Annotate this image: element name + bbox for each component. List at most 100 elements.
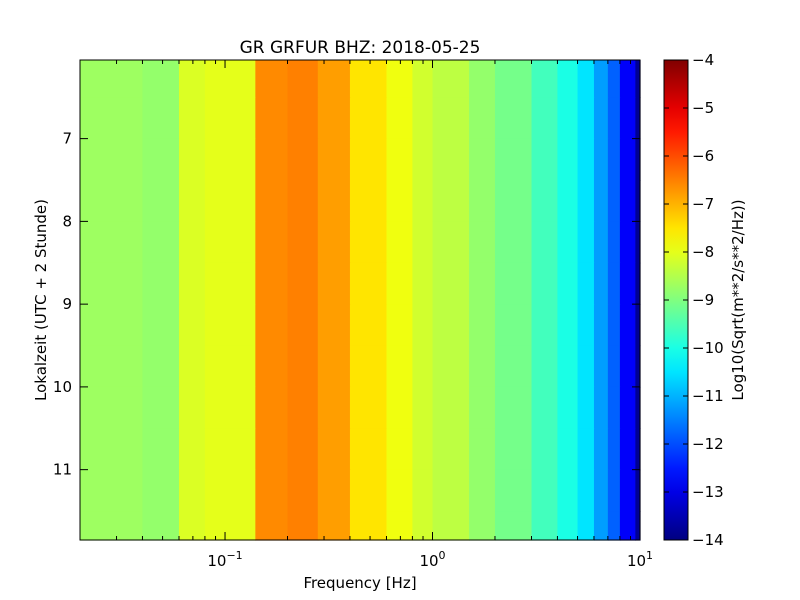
x-axis-label: Frequency [Hz] [303,574,416,592]
heatmap-cell [287,345,319,388]
heatmap-cell [412,221,434,264]
heatmap-cell [349,469,388,512]
heatmap-cell [607,262,621,305]
heatmap-cell [607,511,621,541]
heatmap-cell [619,469,636,512]
heatmap-cell [225,262,256,305]
heatmap-cell [317,97,351,140]
x-tick-label: 10−1 [207,549,242,570]
heatmap-cell [635,304,641,347]
heatmap-cell [225,60,256,98]
heatmap-cell [531,511,559,541]
heatmap-cell [80,345,144,388]
heatmap-cell [142,345,180,388]
heatmap-cell [386,262,413,305]
heatmap-cell [619,345,636,388]
heatmap-cell [225,345,256,388]
heatmap-cell [577,511,595,541]
heatmap-cell [412,511,434,541]
heatmap-cell [179,304,206,347]
heatmap-cell [619,386,636,429]
heatmap-cell [577,428,595,471]
heatmap-cell [432,469,470,512]
heatmap-cell [317,428,351,471]
heatmap-cell [317,262,351,305]
heatmap-cell [349,138,388,181]
heatmap-cell [412,262,434,305]
heatmap-cell [386,469,413,512]
heatmap-cell [577,262,595,305]
heatmap-cell [531,60,559,98]
heatmap-cell [179,428,206,471]
heatmap-cell [204,221,226,264]
heatmap-cell [225,138,256,181]
heatmap-cell [179,60,206,98]
heatmap-cell [317,304,351,347]
heatmap-cell [225,511,256,541]
heatmap-cell [204,97,226,140]
heatmap-cell [386,304,413,347]
heatmap-cell [577,180,595,222]
colorbar-tick-label: −12 [692,435,724,453]
heatmap-cell [255,386,289,429]
heatmap-cell [287,469,319,512]
heatmap-cell [619,138,636,181]
heatmap-cell [179,180,206,222]
heatmap-cell [317,60,351,98]
heatmap-cell [494,386,533,429]
heatmap-cell [557,221,579,264]
heatmap-cell [204,138,226,181]
heatmap-cell [593,428,609,471]
heatmap-cell [225,469,256,512]
heatmap-cell [577,386,595,429]
heatmap-cell [225,386,256,429]
heatmap-cells [80,60,641,541]
heatmap-cell [619,428,636,471]
heatmap-cell [179,262,206,305]
heatmap-cell [607,221,621,264]
heatmap-cell [204,180,226,222]
heatmap-cell [255,345,289,388]
heatmap-cell [469,469,496,512]
heatmap-cell [557,386,579,429]
heatmap-cell [349,60,388,98]
heatmap-cell [204,304,226,347]
heatmap-cell [607,386,621,429]
heatmap-cell [469,428,496,471]
heatmap-cell [577,221,595,264]
heatmap-cell [317,345,351,388]
heatmap-cell [80,60,144,98]
heatmap-cell [577,345,595,388]
heatmap-cell [469,138,496,181]
heatmap-cell [349,221,388,264]
heatmap-cell [557,428,579,471]
heatmap-cell [531,180,559,222]
heatmap-cell [469,304,496,347]
heatmap-cell [255,97,289,140]
heatmap-cell [607,345,621,388]
heatmap-cell [619,97,636,140]
heatmap-cell [557,304,579,347]
colorbar-tick-label: −13 [692,483,724,501]
heatmap-cell [80,428,144,471]
heatmap-cell [469,221,496,264]
heatmap-cell [469,60,496,98]
heatmap-cell [593,221,609,264]
colorbar-tick-label: −7 [692,195,714,213]
x-tick-label: 101 [627,549,653,570]
heatmap-cell [432,262,470,305]
heatmap-cell [577,138,595,181]
heatmap-cell [412,304,434,347]
heatmap-cell [412,428,434,471]
heatmap-cell [619,262,636,305]
heatmap-cell [432,97,470,140]
y-axis: 7 8 9 10 11 [53,130,640,479]
heatmap-cell [142,138,180,181]
heatmap-cell [225,180,256,222]
heatmap-cell [432,345,470,388]
heatmap-cell [494,138,533,181]
heatmap-cell [386,511,413,541]
heatmap-cell [593,469,609,512]
colorbar-tick-label: −6 [692,147,714,165]
heatmap-cell [255,180,289,222]
